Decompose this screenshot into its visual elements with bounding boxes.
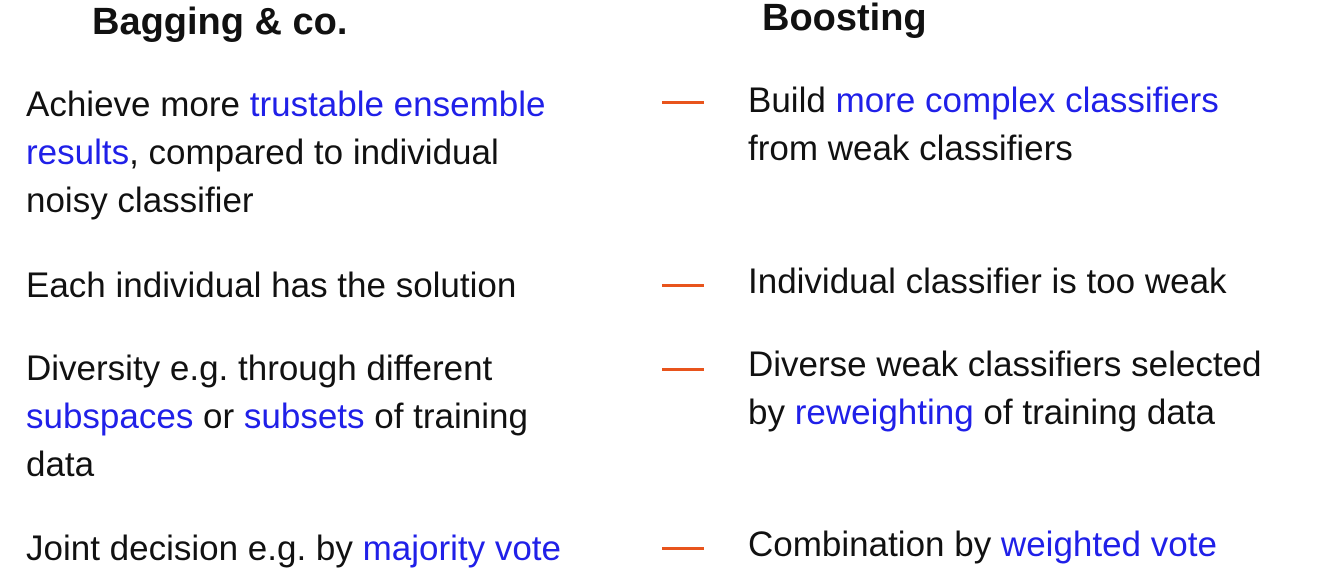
highlight-text: results [26, 133, 130, 172]
separator-dash [662, 284, 704, 287]
boosting-point-1: Build more complex classifiers from weak… [748, 77, 1219, 173]
highlight-text: subspaces [26, 397, 194, 436]
text: Individual classifier is too weak [748, 262, 1227, 301]
bagging-point-1: Achieve more trustable ensemble results,… [26, 81, 545, 225]
bagging-point-2: Each individual has the solution [26, 262, 516, 310]
separator-dash [662, 547, 704, 550]
bagging-point-3: Diversity e.g. through different subspac… [26, 345, 528, 489]
text: Diverse weak classifiers selected [748, 345, 1262, 384]
heading-bagging: Bagging & co. [92, 1, 348, 43]
text: Combination by [748, 525, 1001, 564]
text: Build [748, 81, 836, 120]
boosting-point-4: Combination by weighted vote [748, 521, 1217, 569]
text: Each individual has the solution [26, 266, 517, 305]
text: from weak classifiers [748, 129, 1073, 168]
boosting-point-3: Diverse weak classifiers selected by rew… [748, 341, 1262, 437]
text: of training data [973, 393, 1215, 432]
highlight-text: majority vote [362, 529, 561, 568]
highlight-text: more complex classifiers [835, 81, 1219, 120]
text: or [193, 397, 244, 436]
text: Achieve more [26, 85, 250, 124]
bagging-point-4: Joint decision e.g. by majority vote [26, 525, 561, 573]
text: noisy classifier [26, 181, 254, 220]
separator-dash [662, 101, 704, 104]
highlight-text: subsets [243, 397, 365, 436]
text: data [26, 445, 95, 484]
separator-dash [662, 368, 704, 371]
text: , compared to individual [129, 133, 499, 172]
highlight-text: weighted vote [1000, 525, 1217, 564]
heading-boosting: Boosting [762, 0, 927, 39]
highlight-text: trustable ensemble [249, 85, 546, 124]
boosting-point-2: Individual classifier is too weak [748, 258, 1227, 306]
text: by [748, 393, 795, 432]
text: Joint decision e.g. by [26, 529, 363, 568]
text: Diversity e.g. through different [26, 349, 493, 388]
text: of training [364, 397, 528, 436]
highlight-text: reweighting [794, 393, 974, 432]
